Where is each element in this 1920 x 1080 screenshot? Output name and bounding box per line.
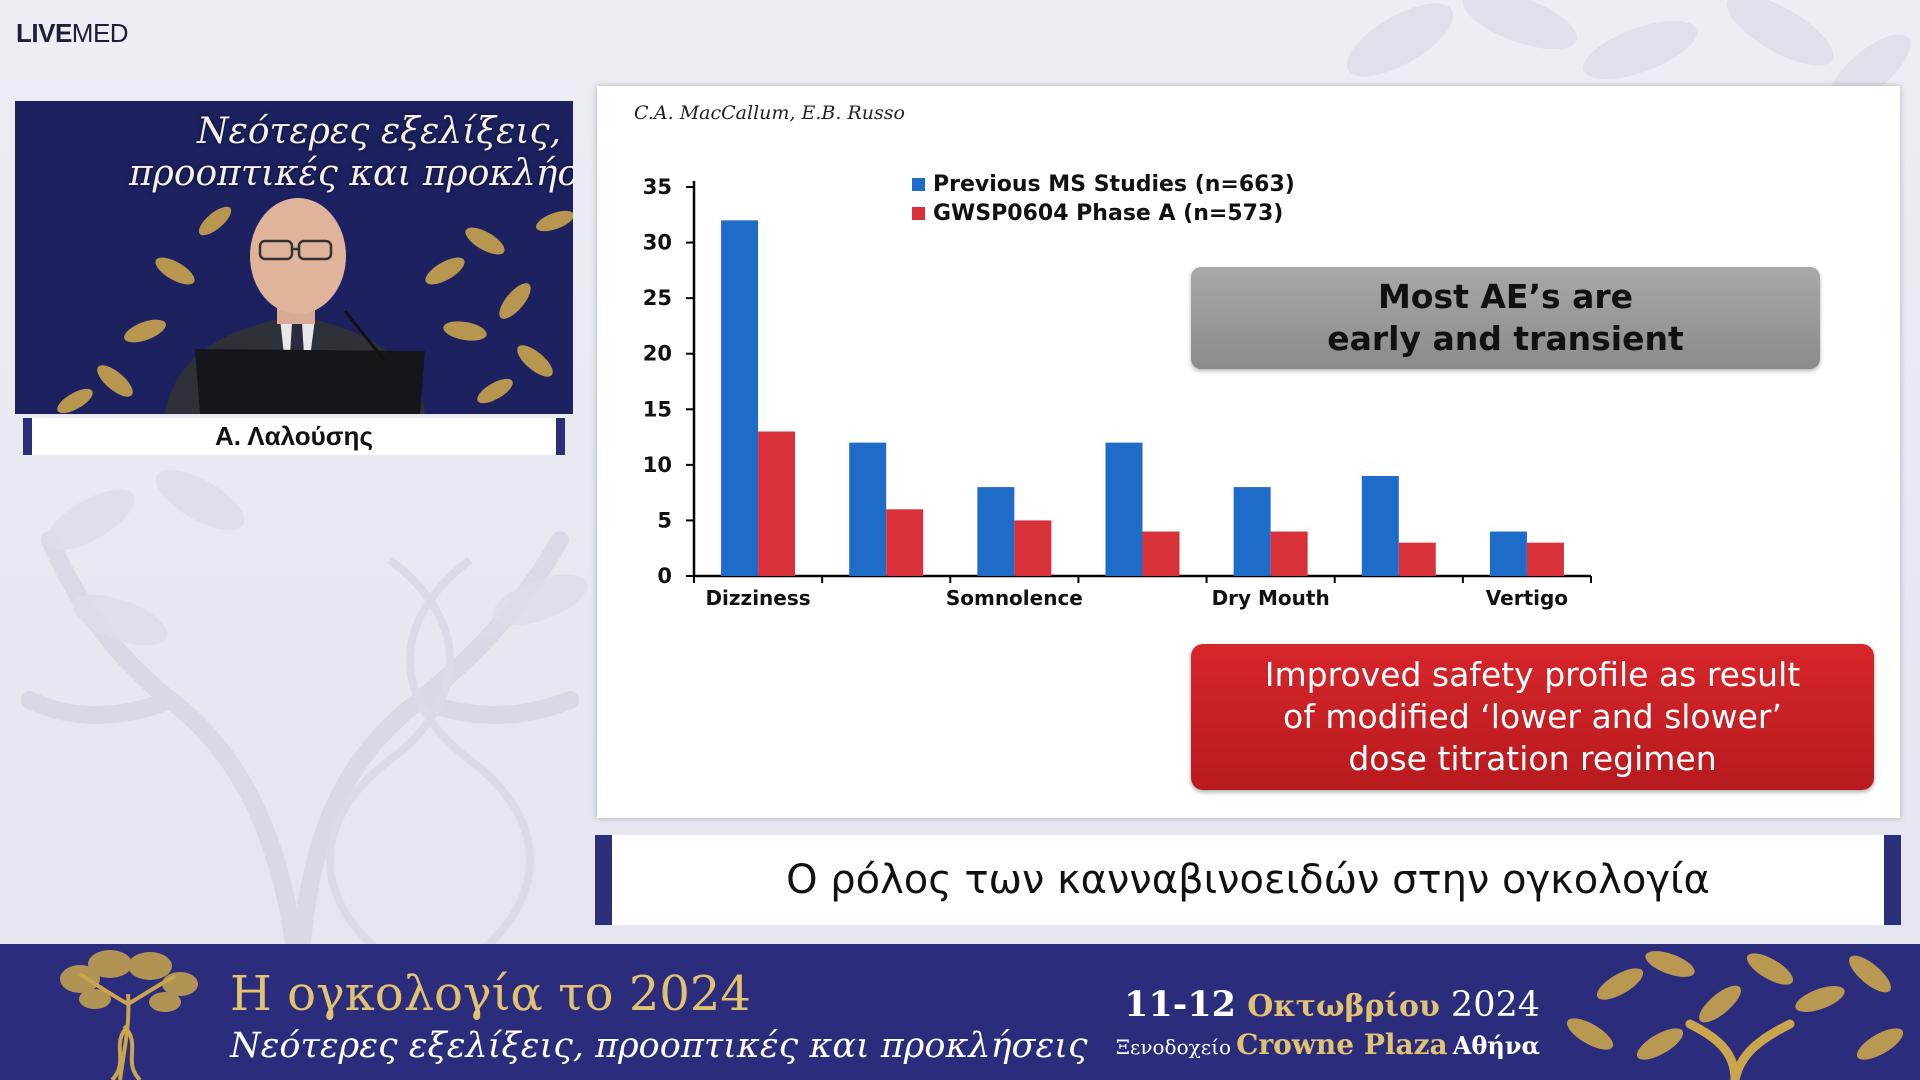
callout-red-line-3: dose titration regimen <box>1348 739 1717 778</box>
footer-date-month: Οκτωβρίου <box>1247 989 1440 1024</box>
callout-safety-profile: Improved safety profile as result of mod… <box>1191 644 1874 790</box>
legend-swatch <box>912 178 925 191</box>
logo-med: MED <box>71 18 129 48</box>
callout-red-line-1: Improved safety profile as result <box>1264 655 1801 694</box>
speaker-name: Α. Λαλούσης <box>215 421 373 451</box>
adverse-events-chart: 0 5 10 15 20 25 30 35 Dizziness Somnolence Dry Mou… <box>643 172 1592 610</box>
bar-gwsp0604-3 <box>1142 531 1180 576</box>
speaker-video: Νεότερες εξελίξεις, προοπτικές και προκλ… <box>15 101 573 414</box>
talk-title: Ο ρόλος των κανναβινοειδών στην ογκολογί… <box>786 857 1710 903</box>
y-tick-label: 35 <box>643 175 672 199</box>
video-banner-line-2: προοπτικές και προκλήσεις <box>129 153 573 194</box>
y-tick-label: 0 <box>657 564 672 588</box>
y-tick-label: 10 <box>643 453 672 477</box>
logo-live: LIVE <box>16 18 72 48</box>
conference-footer: Η ογκολογία το 2024 Νεότερες εξελίξεις, … <box>0 944 1920 1080</box>
bar-previous-ms-1 <box>849 442 887 576</box>
presentation-slide: C.A. MacCallum, E.B. Russo 0 5 10 15 20 25 30 3… <box>597 86 1900 818</box>
footer-title: Η ογκολογία το 2024 <box>230 966 751 1022</box>
y-tick-label: 25 <box>643 286 672 310</box>
bar-previous-ms-3 <box>1105 442 1143 576</box>
bar-gwsp0604-1 <box>886 509 924 576</box>
slide-author: C.A. MacCallum, E.B. Russo <box>634 102 905 124</box>
talk-title-bar: Ο ρόλος των κανναβινοειδών στην ογκολογί… <box>595 835 1901 925</box>
callout-gray-line-2: early and transient <box>1327 319 1684 358</box>
footer-date: 11-12 Οκτωβρίου 2024 <box>1124 984 1540 1025</box>
callout-gray-line-1: Most AE’s are <box>1377 277 1634 316</box>
legend-swatch <box>912 207 925 220</box>
bar-gwsp0604-6 <box>1526 542 1564 576</box>
bar-gwsp0604-0 <box>758 431 796 576</box>
livemed-logo: LIVEMED <box>16 18 129 49</box>
legend-label: Previous MS Studies (n=663) <box>933 172 1295 197</box>
footer-venue-prefix: Ξενοδοχείο <box>1115 1035 1231 1059</box>
footer-date-year: 2024 <box>1450 985 1540 1025</box>
footer-date-days: 11-12 <box>1124 984 1237 1025</box>
bar-previous-ms-2 <box>977 487 1015 576</box>
bar-gwsp0604-5 <box>1398 542 1436 576</box>
footer-venue-city: Αθήνα <box>1452 1031 1540 1060</box>
y-tick-label: 30 <box>643 231 672 255</box>
y-tick-label: 5 <box>657 508 672 532</box>
bar-previous-ms-0 <box>721 220 759 577</box>
x-category-label: Dizziness <box>705 586 810 610</box>
bar-previous-ms-5 <box>1361 475 1399 576</box>
footer-tree-decoration <box>60 950 1904 1080</box>
footer-subtitle: Νεότερες εξελίξεις, προοπτικές και προκλ… <box>230 1026 1088 1066</box>
y-tick-label: 15 <box>643 397 672 421</box>
bar-gwsp0604-2 <box>1014 520 1052 576</box>
x-category-label: Dry Mouth <box>1212 586 1330 610</box>
speaker-nameplate: Α. Λαλούσης <box>23 418 565 455</box>
bar-previous-ms-4 <box>1233 487 1271 576</box>
x-category-label: Vertigo <box>1486 586 1568 610</box>
bar-previous-ms-6 <box>1489 531 1527 576</box>
y-tick-label: 20 <box>643 342 672 366</box>
footer-venue-hotel: Crowne Plaza <box>1236 1028 1448 1061</box>
x-category-label: Somnolence <box>946 586 1083 610</box>
speaker-video-scene <box>15 101 573 414</box>
legend-label: GWSP0604 Phase A (n=573) <box>933 201 1283 226</box>
bar-gwsp0604-4 <box>1270 531 1308 576</box>
video-banner-line-1: Νεότερες εξελίξεις, <box>197 111 562 152</box>
callout-red-line-2: of modified ‘lower and slower’ <box>1283 697 1782 736</box>
footer-venue: Ξενοδοχείο Crowne Plaza Αθήνα <box>1116 1028 1540 1061</box>
callout-early-transient: Most AE’s are early and transient <box>1191 267 1820 369</box>
